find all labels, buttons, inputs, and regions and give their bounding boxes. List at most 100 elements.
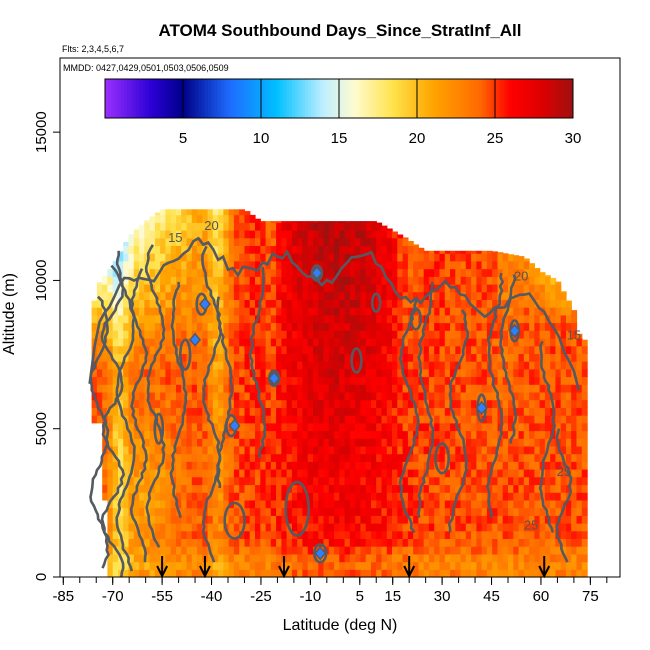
heatmap-cell [365, 484, 372, 493]
heatmap-cell [566, 553, 572, 563]
heatmap-cell [181, 438, 188, 447]
heatmap-cell [149, 561, 156, 570]
heatmap-cell [423, 438, 430, 447]
heatmap-cell [212, 538, 219, 547]
heatmap-cell [191, 523, 198, 532]
heatmap-cell [381, 384, 388, 393]
colorbar-segment [491, 79, 496, 118]
heatmap-cell [413, 492, 419, 501]
heatmap-cell [149, 230, 156, 239]
heatmap-cell [212, 461, 219, 470]
heatmap-cell [444, 291, 451, 300]
heatmap-cell [244, 453, 251, 462]
heatmap-cell [265, 438, 272, 447]
heatmap-cell [270, 499, 277, 509]
heatmap-cell [313, 221, 319, 223]
heatmap-cell [334, 353, 340, 362]
heatmap-cell [276, 399, 282, 408]
heatmap-cell [413, 330, 419, 339]
heatmap-cell [170, 322, 177, 331]
heatmap-cell [207, 484, 214, 493]
heatmap-cell [392, 268, 398, 277]
heatmap-cell [439, 546, 446, 555]
heatmap-cell [144, 476, 151, 486]
heatmap-cell [455, 569, 462, 578]
heatmap-cell [91, 314, 98, 324]
heatmap-cell [197, 484, 203, 493]
heatmap-cell [344, 538, 351, 547]
heatmap-cell [376, 507, 383, 516]
heatmap-cell [291, 553, 298, 563]
heatmap-cell [107, 507, 114, 516]
heatmap-cell [233, 368, 240, 378]
heatmap-cell [423, 430, 430, 439]
heatmap-cell [534, 484, 541, 493]
heatmap-cell [428, 391, 435, 401]
heatmap-cell [481, 314, 488, 324]
heatmap-cell [502, 523, 509, 532]
heatmap-cell [302, 322, 309, 331]
colorbar-segment [395, 79, 399, 118]
colorbar-segment [401, 79, 406, 118]
heatmap-cell [107, 291, 114, 300]
heatmap-cell [239, 376, 246, 385]
colorbar-segment [566, 79, 571, 118]
heatmap-cell [133, 314, 140, 324]
heatmap-cell [534, 399, 541, 408]
heatmap-cell [291, 221, 298, 223]
heatmap-cell [191, 445, 198, 455]
heatmap-cell [481, 507, 488, 516]
heatmap-cell [355, 384, 362, 393]
heatmap-cell [233, 407, 240, 416]
heatmap-cell [123, 553, 130, 563]
heatmap-cell [176, 209, 182, 216]
heatmap-cell [154, 353, 161, 362]
heatmap-cell [471, 330, 477, 339]
heatmap-cell [418, 407, 425, 416]
heatmap-cell [439, 361, 446, 370]
contour-label: 25 [557, 464, 571, 479]
heatmap-cell [297, 476, 304, 486]
colorbar-segment [460, 79, 465, 118]
heatmap-cell [302, 407, 309, 416]
heatmap-cell [566, 499, 572, 509]
heatmap-cell [460, 407, 467, 416]
heatmap-cell [339, 561, 346, 570]
heatmap-cell [160, 546, 166, 555]
heatmap-cell [149, 376, 156, 385]
heatmap-cell [566, 322, 572, 331]
heatmap-cell [513, 469, 520, 478]
heatmap-cell [339, 415, 346, 424]
heatmap-cell [149, 523, 156, 532]
heatmap-cell [381, 407, 388, 416]
heatmap-cell [386, 422, 393, 432]
heatmap-cell [434, 469, 441, 478]
heatmap-cell [418, 307, 425, 316]
heatmap-cell [123, 499, 130, 509]
heatmap-cell [255, 561, 261, 570]
heatmap-cell [492, 530, 499, 539]
heatmap-cell [502, 530, 509, 539]
heatmap-cell [355, 221, 362, 223]
heatmap-cell [439, 276, 446, 285]
heatmap-cell [318, 561, 325, 570]
heatmap-cell [439, 484, 446, 493]
heatmap-cell [334, 538, 340, 547]
heatmap-cell [260, 307, 267, 316]
heatmap-cell [218, 368, 224, 378]
dates-subtitle: MMDD: 0427,0429,0501,0503,0506,0509 [63, 63, 229, 73]
heatmap-cell [465, 569, 472, 578]
heatmap-cell [508, 353, 514, 362]
heatmap-cell [165, 523, 172, 532]
heatmap-cell [181, 237, 188, 246]
heatmap-cell [476, 569, 483, 578]
heatmap-cell [544, 553, 551, 563]
heatmap-cell [476, 322, 483, 331]
heatmap-cell [197, 453, 203, 462]
heatmap-cell [223, 445, 230, 455]
heatmap-cell [460, 507, 467, 516]
heatmap-cell [339, 476, 346, 486]
colorbar-segment [108, 79, 112, 118]
heatmap-cell [392, 276, 398, 285]
heatmap-cell [407, 415, 414, 424]
